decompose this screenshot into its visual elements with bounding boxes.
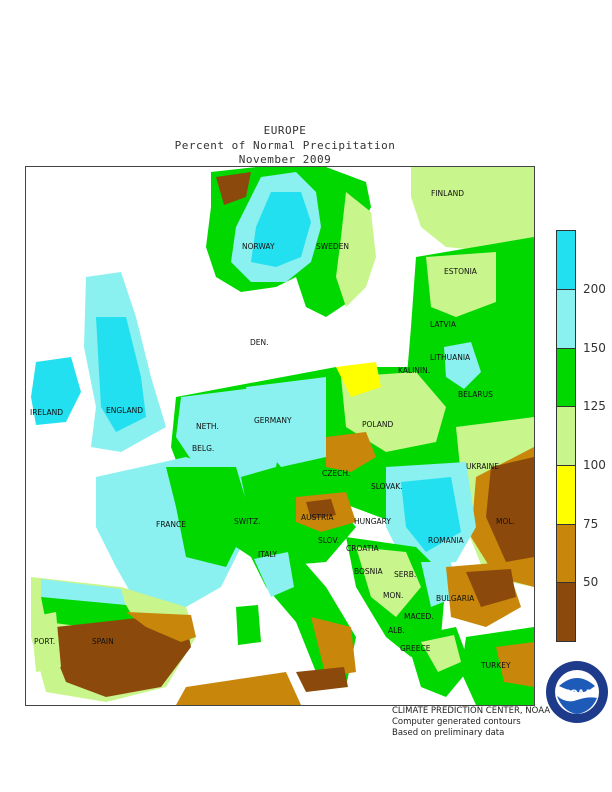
legend-tick-100: 100	[583, 458, 606, 472]
precipitation-map: FINLAND NORWAY SWEDEN ESTONIA LATVIA LIT…	[25, 166, 535, 706]
label-poland: POLAND	[362, 420, 394, 429]
label-belarus: BELARUS	[458, 390, 493, 399]
region-bulgaria-core	[466, 569, 516, 607]
label-mol: MOL.	[496, 517, 515, 526]
map-title: EUROPE	[263, 124, 307, 137]
region-italy-wet	[254, 552, 294, 597]
legend-swatch-125-150	[556, 347, 576, 407]
label-greece: GREECE	[400, 644, 431, 653]
label-spain: SPAIN	[92, 637, 114, 646]
region-austria-core	[306, 499, 336, 519]
region-poland-light	[341, 372, 446, 452]
region-sardinia	[236, 605, 261, 645]
region-north-africa	[176, 672, 301, 705]
credits: CLIMATE PREDICTION CENTER, NOAA Computer…	[392, 706, 550, 739]
label-ireland: IRELAND	[30, 408, 63, 417]
label-mon: MON.	[383, 591, 403, 600]
label-neth: NETH.	[196, 422, 219, 431]
region-iberia-green	[41, 597, 136, 627]
legend-tick-200: 200	[583, 282, 606, 296]
label-czech: CZECH.	[322, 469, 350, 478]
region-turkey-dry	[496, 642, 534, 687]
label-germany: GERMANY	[254, 416, 292, 425]
region-romania-core	[401, 477, 461, 552]
label-bulgaria: BULGARIA	[436, 594, 475, 603]
region-balkans-light	[356, 547, 421, 617]
legend-tick-150: 150	[583, 341, 606, 355]
region-germany-wet	[246, 377, 326, 467]
legend-tick-75: 75	[583, 517, 599, 531]
label-slovak: SLOVAK.	[371, 482, 403, 491]
legend-swatch-150-200	[556, 289, 576, 349]
region-lithuania-wet	[444, 342, 481, 389]
region-sweden-light	[336, 192, 376, 307]
label-alb: ALB.	[388, 626, 405, 635]
credit-line-1: CLIMATE PREDICTION CENTER, NOAA	[392, 706, 551, 716]
region-norway-north-dry	[216, 172, 251, 205]
label-kalinin: KALININ.	[398, 366, 430, 375]
label-port: PORT.	[34, 637, 55, 646]
label-den: DEN.	[250, 338, 269, 347]
legend-swatch-over-200	[556, 230, 576, 290]
label-slov: SLOV.	[318, 536, 339, 545]
label-austria: AUSTRIA	[301, 513, 334, 522]
label-croatia: CROATIA	[346, 544, 380, 553]
legend-swatch-50-75	[556, 523, 576, 583]
region-spain-south-dry	[126, 612, 196, 642]
label-bosnia: BOSNIA	[354, 567, 383, 576]
region-sicily	[296, 667, 348, 692]
region-estonia-light	[426, 252, 496, 317]
region-poland-yellow	[336, 362, 381, 397]
region-britain-core	[96, 317, 146, 432]
label-turkey: TURKEY	[480, 661, 511, 670]
region-italy-south-dry	[311, 617, 356, 677]
region-czech-dry	[326, 432, 376, 472]
legend-swatch-75-100	[556, 465, 576, 525]
color-legend	[556, 230, 576, 642]
label-belg: BELG.	[192, 444, 214, 453]
label-finland: FINLAND	[431, 189, 464, 198]
label-italy: ITALY	[258, 550, 278, 559]
region-france-green	[166, 467, 251, 567]
region-norway-core	[251, 192, 311, 267]
label-lithuania: LITHUANIA	[430, 353, 471, 362]
label-latvia: LATVIA	[430, 320, 457, 329]
region-ireland	[31, 357, 81, 425]
region-portugal	[31, 612, 61, 672]
label-ukraine: UKRAINE	[466, 462, 499, 471]
noaa-logo-text: NOAA	[563, 689, 592, 699]
label-france: FRANCE	[156, 520, 186, 529]
label-sweden: SWEDEN	[316, 242, 349, 251]
map-subtitle: Percent of Normal Precipitation	[174, 139, 396, 152]
map-canvas: FINLAND NORWAY SWEDEN ESTONIA LATVIA LIT…	[26, 167, 534, 705]
region-moldova-verydry	[486, 457, 534, 562]
label-switz: SWITZ.	[234, 517, 261, 526]
region-finland	[411, 167, 534, 252]
legend-tick-125: 125	[583, 399, 606, 413]
legend-tick-50: 50	[583, 575, 599, 589]
credit-line-2: Computer generated contours	[392, 717, 521, 727]
label-serb: SERB.	[394, 570, 416, 579]
map-date: November 2009	[238, 153, 332, 166]
label-hungary: HUNGARY	[354, 517, 391, 526]
noaa-logo: NOAA	[546, 661, 608, 723]
region-spain-dry	[54, 617, 191, 697]
credit-line-3: Based on preliminary data	[392, 728, 505, 738]
label-norway: NORWAY	[242, 242, 275, 251]
label-estonia: ESTONIA	[444, 267, 478, 276]
label-romania: ROMANIA	[428, 536, 465, 545]
legend-swatch-under-50	[556, 582, 576, 642]
label-maced: MACED.	[404, 612, 434, 621]
legend-swatch-100-125	[556, 406, 576, 466]
region-greece-light	[421, 635, 461, 672]
label-england: ENGLAND	[106, 406, 143, 415]
